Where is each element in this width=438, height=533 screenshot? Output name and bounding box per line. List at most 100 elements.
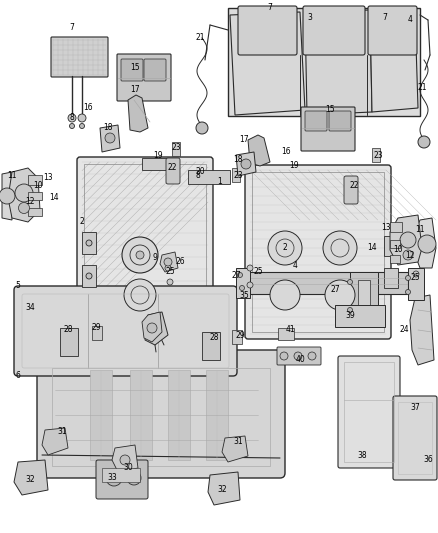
FancyBboxPatch shape (301, 107, 355, 151)
Bar (390, 222, 402, 232)
FancyBboxPatch shape (37, 350, 285, 478)
Text: 23: 23 (233, 171, 243, 180)
Text: 18: 18 (233, 156, 243, 165)
Circle shape (323, 231, 357, 265)
Circle shape (167, 279, 173, 285)
Text: 6: 6 (16, 370, 21, 379)
Bar (82, 232, 96, 254)
Bar (390, 255, 400, 263)
Circle shape (196, 122, 208, 134)
Circle shape (247, 265, 253, 271)
Text: 15: 15 (130, 63, 140, 72)
Text: 2: 2 (80, 217, 85, 227)
Text: 31: 31 (57, 427, 67, 437)
Polygon shape (370, 10, 418, 112)
FancyBboxPatch shape (51, 37, 108, 77)
Circle shape (270, 280, 300, 310)
Circle shape (325, 280, 355, 310)
Text: 23: 23 (373, 150, 383, 159)
Polygon shape (414, 218, 436, 268)
Bar (390, 240, 400, 248)
Text: 7: 7 (382, 13, 388, 22)
FancyBboxPatch shape (144, 59, 166, 81)
Bar (84, 164, 206, 326)
FancyBboxPatch shape (305, 111, 327, 131)
Circle shape (240, 286, 244, 290)
FancyBboxPatch shape (121, 59, 143, 81)
Text: 21: 21 (195, 34, 205, 43)
Polygon shape (145, 312, 168, 345)
Text: 21: 21 (417, 84, 427, 93)
Circle shape (347, 308, 353, 312)
Circle shape (294, 352, 302, 360)
Circle shape (247, 282, 253, 288)
Circle shape (127, 471, 141, 485)
Polygon shape (42, 428, 68, 455)
Text: 14: 14 (49, 193, 59, 203)
FancyBboxPatch shape (238, 6, 297, 55)
Text: 28: 28 (209, 334, 219, 343)
Text: 33: 33 (107, 473, 117, 482)
Text: 22: 22 (349, 181, 359, 190)
FancyBboxPatch shape (329, 111, 351, 131)
Bar (344, 362, 394, 462)
Bar (232, 330, 242, 344)
Circle shape (400, 232, 416, 248)
Polygon shape (160, 252, 178, 272)
Text: 16: 16 (281, 148, 291, 157)
Text: 4: 4 (408, 15, 413, 25)
Text: 4: 4 (293, 261, 297, 270)
Circle shape (106, 470, 122, 486)
Bar (102, 468, 140, 482)
Text: 25: 25 (253, 268, 263, 277)
FancyBboxPatch shape (303, 6, 365, 55)
Bar (202, 332, 220, 360)
FancyBboxPatch shape (344, 176, 358, 204)
Circle shape (241, 159, 251, 169)
Circle shape (18, 203, 29, 214)
Bar (252, 172, 384, 332)
Text: 25: 25 (410, 273, 420, 282)
Text: 32: 32 (25, 475, 35, 484)
Circle shape (147, 323, 157, 333)
Polygon shape (390, 215, 422, 265)
Polygon shape (230, 12, 305, 115)
Text: 17: 17 (239, 135, 249, 144)
Text: 20: 20 (195, 167, 205, 176)
Circle shape (124, 279, 156, 311)
Polygon shape (208, 472, 240, 505)
Circle shape (15, 184, 33, 202)
Text: 35: 35 (239, 292, 249, 301)
Bar (358, 280, 370, 315)
Circle shape (237, 272, 243, 278)
Bar (232, 168, 240, 182)
Text: 11: 11 (415, 225, 425, 235)
Text: 29: 29 (235, 330, 245, 340)
Bar (92, 326, 102, 340)
Bar (82, 265, 96, 287)
Text: 11: 11 (7, 172, 17, 181)
Text: 10: 10 (33, 182, 43, 190)
Polygon shape (14, 460, 48, 495)
Polygon shape (2, 172, 12, 220)
Polygon shape (222, 436, 248, 462)
Text: 23: 23 (171, 143, 181, 152)
Circle shape (406, 289, 410, 295)
FancyBboxPatch shape (77, 157, 213, 333)
Bar (172, 142, 180, 156)
Bar (130, 370, 152, 460)
Text: 13: 13 (43, 174, 53, 182)
Circle shape (413, 271, 419, 277)
Polygon shape (305, 10, 372, 115)
Text: 7: 7 (268, 4, 272, 12)
Polygon shape (410, 295, 434, 365)
Text: 38: 38 (357, 450, 367, 459)
Text: 24: 24 (399, 326, 409, 335)
Circle shape (165, 265, 171, 271)
Text: 18: 18 (103, 124, 113, 133)
Polygon shape (112, 445, 138, 472)
Bar (142, 158, 172, 170)
Text: 3: 3 (307, 13, 312, 22)
Bar (384, 268, 398, 288)
Bar (28, 208, 42, 216)
